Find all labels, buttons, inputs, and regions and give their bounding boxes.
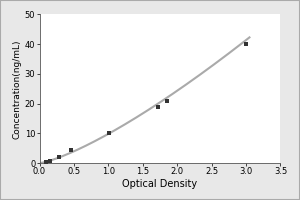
Y-axis label: Concentration(ng/mL): Concentration(ng/mL) <box>13 39 22 139</box>
X-axis label: Optical Density: Optical Density <box>122 179 197 189</box>
